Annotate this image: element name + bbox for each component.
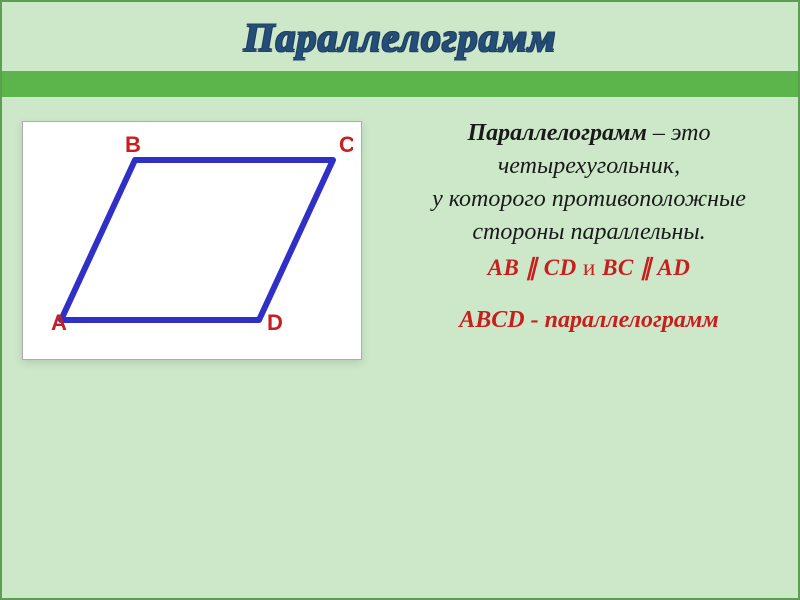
accent-bar	[2, 71, 798, 97]
math-part-1: AB ∥ CD	[488, 255, 577, 280]
parallelogram-diagram: A B C D	[33, 130, 353, 340]
definition-line-2: у которого противоположные стороны парал…	[432, 186, 746, 245]
parallel-condition: AB ∥ CD и BC ∥ AD	[400, 255, 778, 281]
conclusion-rhs: - параллелограмм	[525, 307, 719, 333]
svg-text:D: D	[267, 310, 283, 335]
diagram-card: A B C D	[22, 121, 362, 360]
content-area: A B C D Параллелограмм – это четырехугольни…	[16, 121, 784, 360]
svg-text:A: A	[51, 310, 67, 335]
slide: Параллелограмм A B C D Параллелограмм – это…	[0, 0, 800, 600]
diagram-column: A B C D	[22, 121, 382, 360]
definition-text: Параллелограмм – это четырехугольник, у …	[400, 117, 778, 249]
slide-title: Параллелограмм	[16, 14, 784, 61]
svg-text:C: C	[339, 132, 353, 157]
math-part-2: BC ∥ AD	[602, 255, 690, 280]
conclusion-lhs: ABCD	[459, 307, 524, 333]
math-connector: и	[577, 255, 602, 280]
text-column: Параллелограмм – это четырехугольник, у …	[400, 121, 778, 360]
definition-term: Параллелограмм	[467, 120, 646, 146]
svg-text:B: B	[125, 132, 141, 157]
conclusion-text: ABCD - параллелограмм	[400, 307, 778, 334]
